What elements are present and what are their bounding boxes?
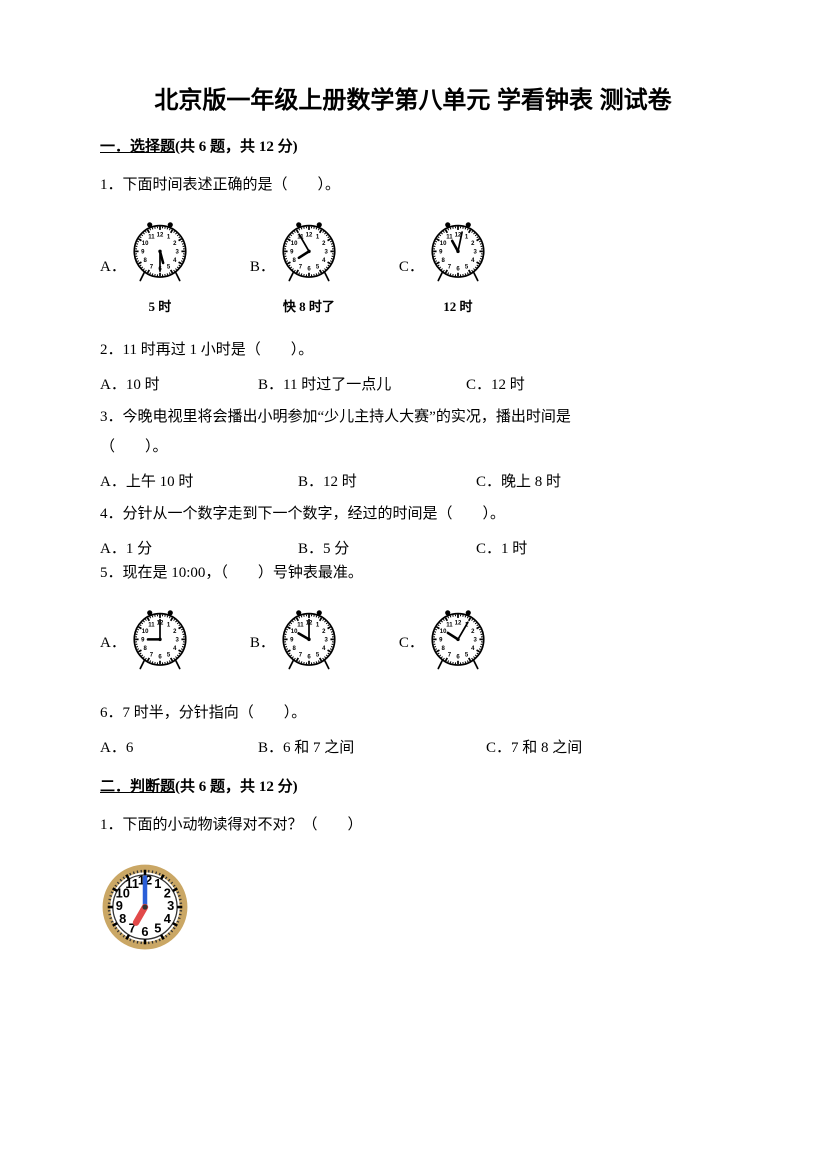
clock-icon: 123456789101112 [130, 216, 190, 290]
svg-text:12: 12 [455, 620, 462, 626]
svg-text:11: 11 [148, 623, 155, 629]
q3-stem-b: （ ）。 [100, 432, 726, 462]
svg-text:12: 12 [157, 232, 164, 238]
svg-text:11: 11 [297, 623, 304, 629]
q6-stem: 6．7 时半，分针指向（ ）。 [100, 698, 726, 728]
q3-opt-b[interactable]: B．12 时 [298, 470, 468, 491]
svg-text:6: 6 [141, 924, 148, 939]
q1-opt-a[interactable]: A． 123456789101112 5 时 [100, 216, 190, 315]
clock-icon: 123456789101112 [428, 216, 488, 290]
q1-stem: 1．下面时间表述正确的是（ ）。 [100, 170, 726, 200]
q6-opt-c[interactable]: C．7 和 8 之间 [486, 736, 582, 757]
q2-opt-b[interactable]: B．11 时过了一点儿 [258, 373, 458, 394]
q4-options: A．1 分 B．5 分 C．1 时 [100, 537, 726, 558]
q1-opt-b[interactable]: B． 123456789101112 快 8 时了 [250, 216, 339, 315]
svg-text:8: 8 [119, 911, 126, 926]
q5-stem: 5．现在是 10:00，（ ）号钟表最准。 [100, 558, 726, 588]
q1-options-row: A． 123456789101112 5 时 B． 12345678910111… [100, 216, 726, 315]
svg-text:11: 11 [148, 235, 155, 241]
q5-opt-b[interactable]: B． 123456789101112 [250, 604, 339, 678]
svg-text:10: 10 [291, 241, 298, 247]
q2-options: A．10 时 B．11 时过了一点儿 C．12 时 [100, 373, 726, 394]
svg-text:1: 1 [154, 876, 161, 891]
q3-opt-c[interactable]: C．晚上 8 时 [476, 470, 561, 491]
q3-opt-a[interactable]: A．上午 10 时 [100, 470, 290, 491]
q5-opt-c[interactable]: C． 123456789101112 [399, 604, 488, 678]
svg-text:5: 5 [154, 921, 161, 936]
clock-icon: 123456789101112 [100, 854, 726, 963]
clock-icon: 123456789101112 [428, 604, 488, 678]
section-2-header: 二．判断题(共 6 题，共 12 分) [100, 775, 726, 796]
svg-text:12: 12 [306, 232, 313, 238]
svg-text:10: 10 [440, 629, 447, 635]
q4-opt-b[interactable]: B．5 分 [298, 537, 468, 558]
clock-icon: 123456789101112 [279, 216, 339, 290]
q2-opt-c[interactable]: C．12 时 [466, 373, 525, 394]
q4-opt-a[interactable]: A．1 分 [100, 537, 290, 558]
section-1-header: 一．选择题(共 6 题，共 12 分) [100, 135, 726, 156]
page-title: 北京版一年级上册数学第八单元 学看钟表 测试卷 [100, 80, 726, 115]
q2-stem: 2．11 时再过 1 小时是（ ）。 [100, 335, 726, 365]
q4-stem: 4．分针从一个数字走到下一个数字，经过的时间是（ ）。 [100, 499, 726, 529]
svg-text:10: 10 [440, 241, 447, 247]
q6-opt-b[interactable]: B．6 和 7 之间 [258, 736, 478, 757]
svg-text:10: 10 [291, 629, 298, 635]
p2-q1-stem: 1．下面的小动物读得对不对？（ ） [100, 810, 726, 840]
q4-opt-c[interactable]: C．1 时 [476, 537, 527, 558]
svg-text:10: 10 [142, 241, 149, 247]
q6-opt-a[interactable]: A．6 [100, 736, 250, 757]
clock-icon: 123456789101112 [279, 604, 339, 678]
q5-opt-a[interactable]: A． 123456789101112 [100, 604, 190, 678]
q1-opt-c[interactable]: C． 123456789101112 12 时 [399, 216, 488, 315]
svg-text:9: 9 [116, 898, 123, 913]
svg-text:11: 11 [446, 623, 453, 629]
clock-icon: 123456789101112 [130, 604, 190, 678]
q6-options: A．6 B．6 和 7 之间 C．7 和 8 之间 [100, 736, 726, 757]
svg-text:10: 10 [142, 629, 149, 635]
q3-options: A．上午 10 时 B．12 时 C．晚上 8 时 [100, 470, 726, 491]
q3-stem-a: 3．今晚电视里将会播出小明参加“少儿主持人大赛”的实况，播出时间是 [100, 402, 726, 432]
svg-text:4: 4 [164, 911, 172, 926]
q2-opt-a[interactable]: A．10 时 [100, 373, 250, 394]
q5-options-row: A． 123456789101112 B． 123456789101112 C．… [100, 604, 726, 678]
